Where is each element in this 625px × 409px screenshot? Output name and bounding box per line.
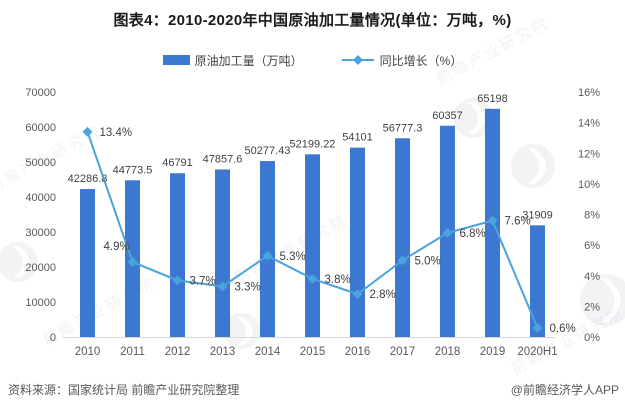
bar bbox=[530, 225, 545, 337]
x-axis-category-label: 2015 bbox=[300, 346, 326, 358]
bar bbox=[170, 173, 185, 337]
qianzhan-logo-swoosh-icon bbox=[12, 246, 30, 278]
bar bbox=[395, 138, 410, 337]
bar-value-label: 44773.5 bbox=[113, 164, 153, 176]
left-axis-tick-label: 50000 bbox=[25, 157, 56, 169]
bar-value-label: 56777.3 bbox=[383, 122, 423, 134]
left-axis-tick-label: 30000 bbox=[25, 227, 56, 239]
left-axis-tick-label: 10000 bbox=[25, 297, 56, 309]
bar-value-label: 50277.43 bbox=[245, 145, 291, 157]
left-axis-tick-label: 20000 bbox=[25, 262, 56, 274]
x-axis-category-label: 2012 bbox=[165, 346, 191, 358]
diamond-marker-icon bbox=[532, 322, 543, 333]
right-axis-tick-label: 14% bbox=[578, 118, 600, 130]
x-axis-category-label: 2017 bbox=[390, 346, 416, 358]
diamond-marker-icon bbox=[82, 126, 93, 137]
bar-value-label: 46791 bbox=[162, 157, 193, 169]
x-axis-category-label: 2016 bbox=[345, 346, 371, 358]
bar-value-label: 31909 bbox=[522, 209, 553, 221]
qianzhan-logo-swoosh-icon bbox=[600, 278, 621, 322]
diamond-marker-icon bbox=[127, 257, 138, 267]
bar bbox=[80, 188, 95, 337]
qianzhan-logo-watermark-icon bbox=[224, 313, 260, 349]
growth-value-label: 3.8% bbox=[325, 274, 351, 286]
right-axis-ticks: 0% 2% 4% 6% 8% 10% 12% 14% 16% bbox=[578, 87, 600, 344]
right-axis-tick-label: 8% bbox=[584, 210, 600, 222]
growth-value-label: 3.3% bbox=[235, 281, 261, 293]
x-axis-category-label: 2014 bbox=[255, 346, 281, 358]
diamond-marker-icon bbox=[352, 289, 363, 300]
right-axis-tick-label: 10% bbox=[578, 179, 600, 191]
qianzhan-logo-watermark-icon bbox=[580, 274, 625, 326]
bar-series-swatch-icon bbox=[162, 55, 190, 65]
qianzhan-logo-swoosh-icon bbox=[527, 148, 546, 184]
diamond-marker-icon bbox=[262, 250, 273, 261]
left-axis-tick-label: 0 bbox=[50, 332, 56, 344]
diamond-marker-icon bbox=[487, 215, 498, 226]
x-axis-category-label: 2010 bbox=[75, 346, 101, 358]
bar-series bbox=[80, 108, 545, 337]
left-axis-ticks: 0 10000 20000 30000 40000 50000 60000 70000 bbox=[25, 87, 56, 344]
diamond-marker-icon bbox=[172, 275, 183, 286]
x-axis-category-label: 2013 bbox=[210, 346, 236, 358]
chart-canvas: 0 10000 20000 30000 40000 50000 60000 70000 0% 2%… bbox=[0, 87, 625, 358]
left-axis-tick-label: 60000 bbox=[25, 122, 56, 134]
left-axis-tick-label: 40000 bbox=[25, 192, 56, 204]
legend-item-line-series: 同比增长（%） bbox=[341, 52, 463, 69]
bar-value-label: 60357 bbox=[432, 110, 463, 122]
growth-value-label: 7.6% bbox=[505, 216, 531, 228]
bar-value-label: 54101 bbox=[342, 132, 373, 144]
bar bbox=[350, 147, 365, 337]
growth-value-label: 6.8% bbox=[460, 228, 486, 240]
growth-value-label: 5.0% bbox=[415, 255, 441, 267]
bar-value-label: 65198 bbox=[477, 93, 508, 105]
bar bbox=[215, 169, 230, 337]
right-axis-tick-label: 16% bbox=[578, 87, 600, 99]
qianzhan-logo-watermark-icon bbox=[0, 242, 38, 282]
credit-note: @前瞻经济学人APP bbox=[510, 383, 619, 397]
watermark-logos bbox=[0, 98, 625, 349]
growth-value-label: 13.4% bbox=[100, 127, 133, 139]
x-axis-category-label: 2019 bbox=[480, 346, 506, 358]
qianzhan-logo-watermark-icon bbox=[511, 144, 555, 188]
diamond-marker-icon bbox=[217, 281, 228, 292]
growth-value-label: 2.8% bbox=[370, 289, 396, 301]
growth-value-label: 3.7% bbox=[190, 275, 216, 287]
growth-value-labels: 13.4% 4.9% 3.7% 3.3% 5.3% 3.8% 2.8% 5.0% 6.8% 7.6… bbox=[100, 127, 576, 335]
legend-item-bar-series: 原油加工量（万吨） bbox=[162, 52, 303, 69]
growth-value-label: 5.3% bbox=[280, 251, 306, 263]
right-axis-tick-label: 6% bbox=[584, 240, 600, 252]
source-note: 资料来源：国家统计局 前瞻产业研究院整理 bbox=[8, 383, 240, 397]
right-axis-tick-label: 4% bbox=[584, 271, 600, 283]
line-series-marker-icon bbox=[341, 55, 374, 65]
bar-value-label: 42286.8 bbox=[68, 173, 108, 185]
chart-legend: 原油加工量（万吨） 同比增长（%） bbox=[0, 52, 625, 68]
bar bbox=[260, 161, 275, 337]
diamond-marker-icon bbox=[397, 255, 408, 266]
x-axis-category-label: 2011 bbox=[120, 346, 145, 358]
growth-value-label: 0.6% bbox=[550, 323, 576, 335]
right-axis-tick-label: 0% bbox=[584, 332, 600, 344]
growth-value-label: 4.9% bbox=[104, 241, 130, 253]
right-axis-tick-label: 12% bbox=[578, 148, 600, 160]
bar-value-label: 52199.22 bbox=[290, 138, 336, 150]
x-axis-category-label: 2020H1 bbox=[517, 346, 557, 358]
chart-title: 图表4：2010-2020年中国原油加工量情况(单位：万吨，%) bbox=[113, 12, 512, 29]
legend-label: 同比增长（%） bbox=[379, 53, 463, 68]
right-axis-tick-label: 2% bbox=[584, 301, 600, 313]
diamond-marker-icon bbox=[307, 273, 318, 284]
qianzhan-logo-swoosh-icon bbox=[467, 102, 485, 134]
x-axis-category-label: 2018 bbox=[435, 346, 461, 358]
bar-value-labels: 42286.8 44773.5 46791 47857.650277.4352199.… bbox=[68, 93, 553, 222]
bar bbox=[305, 154, 320, 337]
growth-markers bbox=[82, 126, 543, 333]
x-axis-labels: 2010 2011 2012 2013 2014 2015 2016 2017 2018 2019… bbox=[75, 346, 558, 358]
bar-value-label: 47857.6 bbox=[203, 153, 243, 165]
qianzhan-logo-watermark-icon bbox=[453, 98, 493, 138]
legend-label: 原油加工量（万吨） bbox=[194, 53, 303, 68]
left-axis-tick-label: 70000 bbox=[25, 87, 56, 99]
diamond-marker-icon bbox=[442, 227, 453, 238]
